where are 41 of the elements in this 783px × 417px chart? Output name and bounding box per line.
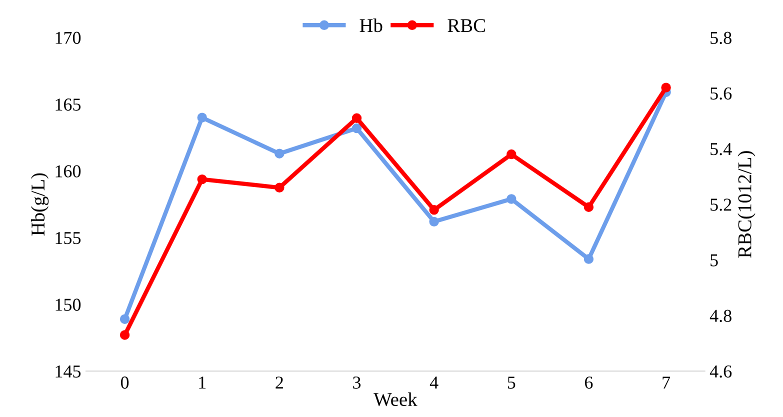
x-tick-label: 0 <box>120 376 129 389</box>
legend-label: RBC <box>448 19 485 32</box>
legend-label: Hb <box>360 18 382 32</box>
point <box>352 113 362 124</box>
point <box>429 205 439 215</box>
y2-axis-title: RBC(1012/L) <box>738 151 756 258</box>
point <box>197 112 207 122</box>
point <box>352 123 362 134</box>
point <box>661 82 671 92</box>
point <box>120 314 130 324</box>
y-tick-label: 165 <box>56 98 81 111</box>
point <box>584 202 594 212</box>
x-tick-label: 5 <box>508 376 516 389</box>
x-tick-label: 1 <box>199 376 206 389</box>
y-tick-label: 145 <box>56 365 81 378</box>
point <box>506 194 516 204</box>
y2-tick-label: 5.8 <box>710 32 732 44</box>
point <box>274 182 284 193</box>
x-tick-label: 4 <box>430 376 438 389</box>
point <box>274 148 284 158</box>
x-tick-label: 6 <box>584 376 593 389</box>
point <box>197 174 207 184</box>
y-tick-label: 170 <box>56 32 81 44</box>
point <box>506 149 516 160</box>
point <box>120 330 130 340</box>
y-tick-label: 155 <box>56 232 81 244</box>
point <box>429 216 439 227</box>
y2-tick-label: 5.4 <box>710 143 732 156</box>
point <box>584 254 594 264</box>
y2-tick-label: 4.6 <box>710 365 732 378</box>
x-tick-label: 2 <box>276 376 283 389</box>
x-tick-label: 7 <box>662 376 670 389</box>
x-axis-title: Week <box>374 392 418 406</box>
x-tick-label: 3 <box>353 376 361 389</box>
y2-tick-label: 5 <box>710 254 718 266</box>
y-tick-label: 160 <box>56 165 81 178</box>
y-tick-label: 150 <box>56 298 81 311</box>
y2-tick-label: 5.2 <box>710 198 732 211</box>
y2-tick-label: 5.6 <box>710 87 732 100</box>
y2-tick-label: 4.8 <box>710 310 732 322</box>
y-axis-title: Hb(g/L) <box>30 173 49 236</box>
